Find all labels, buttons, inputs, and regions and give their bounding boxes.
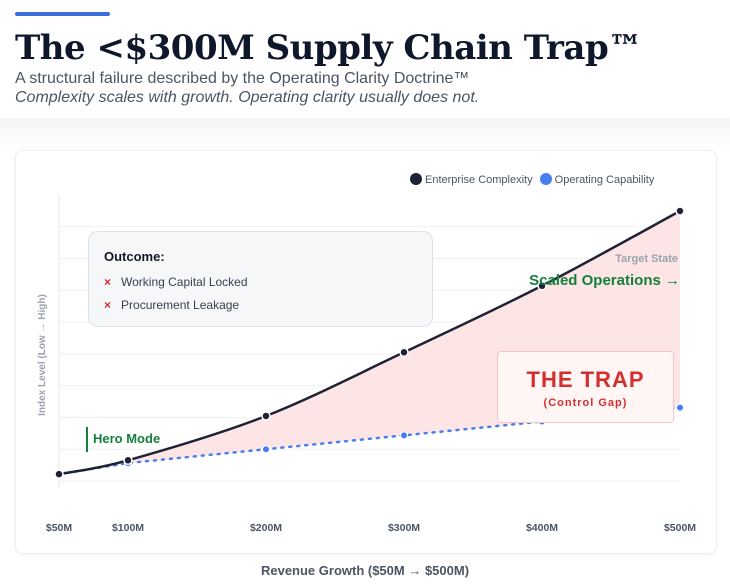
complexity-point — [399, 347, 409, 358]
x-axis-title: Revenue Growth ($50M → $500M) — [260, 563, 470, 578]
trap-callout: THE TRAP (Control Gap) — [497, 351, 674, 423]
x-tick-label: $50M — [46, 522, 73, 534]
close-icon: × — [104, 298, 112, 312]
accent-bar — [15, 12, 110, 16]
legend-dot-complexity — [410, 173, 422, 185]
outcome-item: × Working Capital Locked — [104, 275, 248, 289]
legend-item-capability: Operating Capability — [539, 173, 655, 186]
outcome-item: × Procurement Leakage — [104, 298, 239, 312]
hero-mode-label: Hero Mode — [93, 431, 161, 446]
x-tick-label: $500M — [664, 522, 696, 534]
legend-item-complexity: Enterprise Complexity — [410, 173, 536, 186]
x-tick-label: $300M — [388, 522, 420, 534]
complexity-point — [675, 206, 685, 216]
y-axis-title: Index Level (Low → High) — [37, 294, 48, 416]
trap-title: THE TRAP — [526, 367, 645, 392]
complexity-point — [54, 469, 64, 479]
hero-mode-marker — [86, 427, 88, 452]
chart-legend: Enterprise Complexity Operating Capabili… — [410, 173, 658, 186]
capability-point — [676, 403, 684, 412]
page-title: The <$300M Supply Chain Trap™ — [15, 28, 642, 68]
trap-subtitle: (Control Gap) — [543, 397, 628, 409]
scaled-operations-label: Scaled Operations → — [529, 272, 680, 289]
target-state-label: Target State — [615, 253, 678, 265]
series-line-capability — [57, 406, 682, 476]
legend-label-complexity: Enterprise Complexity — [425, 174, 533, 186]
section-divider — [0, 118, 730, 148]
complexity-point — [261, 411, 271, 421]
close-icon: × — [104, 275, 112, 289]
outcome-item-label: Procurement Leakage — [121, 298, 240, 312]
outcome-title: Outcome: — [104, 249, 165, 264]
outcome-callout: Outcome: × Working Capital Locked × Procur… — [88, 231, 433, 327]
capability-point — [400, 431, 408, 440]
complexity-point — [537, 281, 547, 291]
legend-dot-capability — [539, 173, 552, 185]
x-tick-label: $100M — [112, 522, 144, 534]
page-subtitle: A structural failure described by the Op… — [15, 70, 470, 87]
page-tagline: Complexity scales with growth. Operating… — [15, 89, 480, 106]
legend-label-capability: Operating Capability — [554, 174, 655, 186]
complexity-point — [123, 455, 133, 466]
capability-point — [262, 445, 270, 454]
x-tick-label: $200M — [250, 522, 282, 534]
outcome-item-label: Working Capital Locked — [121, 275, 248, 289]
x-tick-label: $400M — [526, 522, 558, 534]
